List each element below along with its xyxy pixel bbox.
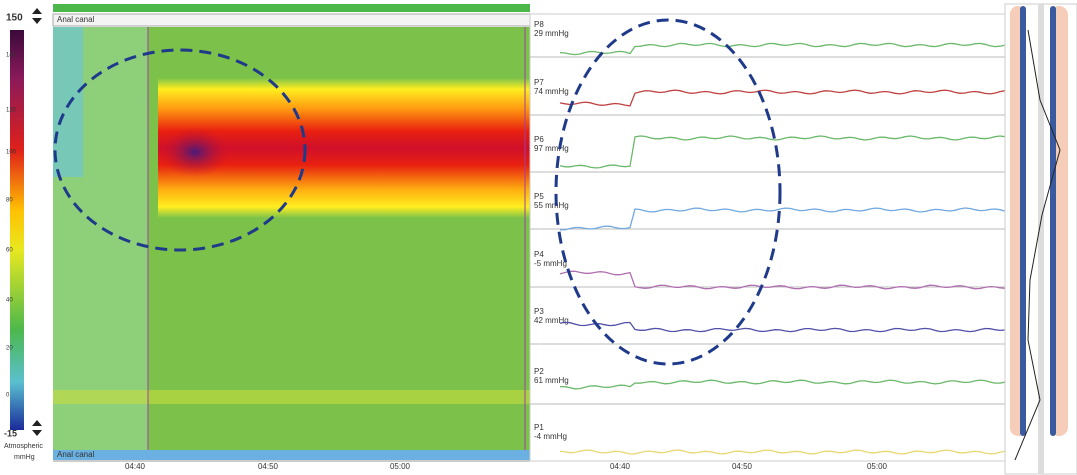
channel-name: P7 [534,78,544,87]
line-plot [530,14,1005,461]
region-bar [53,14,530,26]
scale-arrows[interactable] [32,8,42,436]
channel-reading: 29 mmHg [534,29,569,38]
catheter-wall [1020,6,1026,436]
scale-unit: Atmospheric [4,443,43,450]
channel-name: P2 [534,367,544,376]
scale-max: 150 [6,13,23,24]
channel-reading: 55 mmHg [534,201,569,210]
time-label: 05:00 [390,462,411,471]
scale-tick-label: 100 [6,150,17,156]
scale-tick-label: 0 [6,393,10,399]
scale-tick-label: 60 [6,248,13,254]
channel-reading: -4 mmHg [534,432,567,441]
channel-name: P4 [534,250,544,259]
channel-name: P8 [534,20,544,29]
color-scale-bar [10,30,24,430]
scale-tick-label: 140 [6,53,17,59]
time-label: 04:50 [258,462,279,471]
channel-name: P1 [534,423,544,432]
scale-tick-label: 20 [6,346,13,352]
scale-unit: mmHg [14,454,35,461]
scale-tick-label: 120 [6,108,17,114]
pressure-peak [160,127,230,177]
channel-reading: 97 mmHg [534,144,569,153]
top-bar [53,4,530,12]
channel-reading: 61 mmHg [534,376,569,385]
region-label: Anal canal [57,450,95,459]
channel-reading: 74 mmHg [534,87,569,96]
catheter-wall [1050,6,1056,436]
time-label: 05:00 [867,462,888,471]
channel-name: P6 [534,135,544,144]
topo-low [53,27,83,177]
time-label: 04:40 [610,462,631,471]
scale-tick-label: 40 [6,298,13,304]
scale-tick-label: 80 [6,198,13,204]
channel-reading: 42 mmHg [534,316,569,325]
time-label: 04:40 [125,462,146,471]
region-label: Anal canal [57,15,95,24]
scale-min: -15 [4,428,17,438]
channel-reading: -5 mmHg [534,259,567,268]
topo-stripe [53,390,530,404]
manometry-screen: 150 -15 Atmospheric mmHg Anal canal Anal… [0,0,1077,475]
channel-name: P3 [534,307,544,316]
channel-name: P5 [534,192,544,201]
time-label: 04:50 [732,462,753,471]
region-bar-bottom [53,450,530,460]
